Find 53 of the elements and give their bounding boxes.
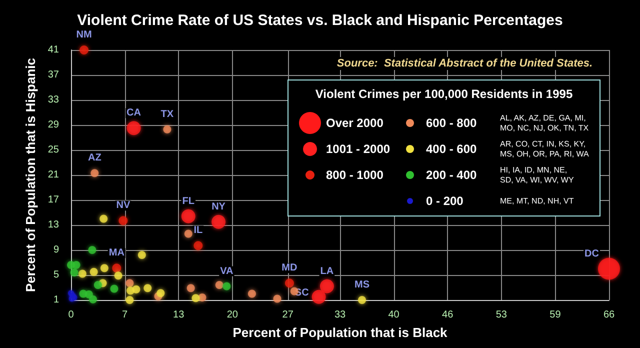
legend-title: Violent Crimes per 100,000 Residents in 1995 <box>315 87 573 101</box>
legend-label: Over 2000 <box>326 116 384 130</box>
x-tick-label: 46 <box>442 310 454 320</box>
x-axis-title: Percent of Population that is Black <box>232 325 448 340</box>
annotation: SC <box>294 287 309 298</box>
legend-label: 400 - 600 <box>426 142 478 156</box>
chart-title: Violent Crime Rate of US States vs. Black and Hispanic Percentages <box>77 12 563 29</box>
annotation: LA <box>320 266 334 277</box>
x-tick-label: 33 <box>334 310 346 320</box>
annotation: TX <box>160 108 174 120</box>
annotation: VA <box>220 266 234 277</box>
y-tick-label: 33 <box>48 94 60 106</box>
legend-label: 800 - 1000 <box>326 168 384 182</box>
annotation: ME, MT, ND, NH, VT <box>500 196 574 206</box>
annotation: CA <box>126 108 141 119</box>
annotation: AZ <box>88 152 102 164</box>
y-tick-label: 41 <box>48 44 60 56</box>
annotation: AR, CO, CT, IN, KS, KY, MS, OH, OR, PA, RI, WA <box>500 140 590 158</box>
x-tick-label: 53 <box>496 310 508 320</box>
legend-label: 1001 - 2000 <box>326 142 390 156</box>
y-tick-label: 21 <box>48 170 60 180</box>
x-tick-label: 40 <box>388 310 400 320</box>
y-tick-label: 29 <box>48 120 60 130</box>
x-tick-label: 13 <box>173 310 185 320</box>
annotation: IL <box>194 225 203 236</box>
annotation: AL, AK, AZ, DE, GA, MI, MO, NC, NJ, OK, TN, TX <box>500 114 590 132</box>
y-axis-title: Percent of Population that is Hispanic <box>22 58 38 292</box>
annotation: MS <box>354 280 370 290</box>
x-tick-label: 66 <box>603 310 615 320</box>
x-tick-label: 0 <box>68 310 74 320</box>
x-tick-label: 27 <box>282 310 294 320</box>
annotation: NY <box>212 201 226 212</box>
annotation: NM <box>76 30 92 40</box>
y-tick-label: 25 <box>48 144 60 156</box>
y-tick-label: 17 <box>48 194 60 206</box>
y-tick-label: 13 <box>48 220 60 230</box>
y-tick-label: 5 <box>53 270 60 280</box>
annotation: NV <box>116 200 130 212</box>
x-tick-label: 20 <box>226 310 238 320</box>
annotation: FL <box>182 196 194 207</box>
y-tick-label: 9 <box>53 244 60 256</box>
x-tick-label: 7 <box>122 310 128 320</box>
legend-label: 0 - 200 <box>426 194 464 208</box>
x-tick-label: 59 <box>550 310 562 320</box>
y-tick-label: 37 <box>48 70 60 80</box>
legend-label: 200 - 400 <box>426 168 478 182</box>
annotation: DC <box>584 248 599 260</box>
annotation: MD <box>282 262 298 274</box>
annotation: Source: Statistical Abstract of the United States. <box>336 58 593 70</box>
legend-label: 600 - 800 <box>426 116 478 130</box>
y-tick-label: 1 <box>53 294 60 306</box>
annotation: MA <box>108 248 124 259</box>
annotation: HI, IA, ID, MN, NE, SD, VA, WI, WV, WY <box>500 166 574 184</box>
